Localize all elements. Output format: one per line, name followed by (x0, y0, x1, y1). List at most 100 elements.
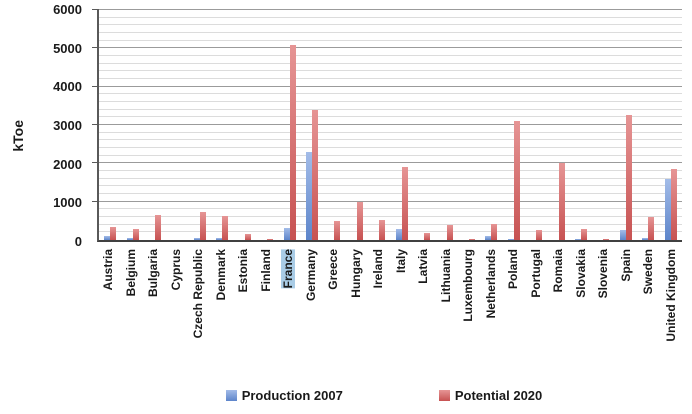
major-gridline (99, 47, 682, 49)
minor-gridline (99, 55, 682, 56)
potential-2020-bar (334, 220, 341, 240)
bar-group-ireland (368, 10, 390, 240)
major-gridline (99, 200, 682, 202)
potential-2020-bar (289, 44, 296, 240)
potential-2020-bar (110, 226, 117, 240)
y-tick-mark (92, 124, 99, 125)
x-label-cell: Spain (615, 247, 638, 371)
production-2007-bar (126, 238, 133, 240)
x-category-label: Greece (326, 249, 341, 290)
bar-group-lithuania (435, 10, 457, 240)
x-label-cell: Belgium (120, 247, 143, 371)
potential-2020-bar (491, 223, 498, 240)
production-2007-bar (216, 237, 223, 240)
bar-group-romaia (547, 10, 569, 240)
x-label-cell: Luxembourg (457, 247, 480, 371)
bar-group-czech-republic (189, 10, 211, 240)
production-2007-bar (193, 238, 200, 240)
bar-group-cyprus (166, 10, 188, 240)
x-label-cell: Romaia (547, 247, 570, 371)
x-label-cell: Cyprus (165, 247, 188, 371)
x-category-label: Slovenia (596, 249, 611, 299)
potential-2020-bar (379, 220, 386, 240)
bar-group-italy (390, 10, 412, 240)
x-label-cell: Italy (390, 247, 413, 371)
x-label-cell: Netherlands (480, 247, 503, 371)
minor-gridline (99, 24, 682, 26)
x-category-label: Belgium (123, 249, 138, 297)
y-tick-label: 2000 (53, 156, 82, 172)
minor-gridline (99, 208, 682, 210)
major-gridline (99, 124, 682, 125)
x-category-label: Poland (506, 249, 521, 290)
potential-2020-bar (581, 229, 588, 240)
minor-gridline (99, 78, 682, 79)
bar-group-spain (615, 10, 637, 240)
production-2007-bar (664, 178, 671, 240)
x-label-cell: Sweden (637, 247, 660, 371)
x-label-cell: Greece (322, 247, 345, 371)
minor-gridline (99, 139, 682, 141)
minor-gridline (99, 223, 682, 225)
x-category-label: United Kingdom (663, 249, 678, 342)
potential-2020-bar (199, 212, 206, 240)
potential-2020-bar (401, 167, 408, 240)
bar-group-finland (256, 10, 278, 240)
x-category-label: Cyprus (168, 249, 183, 291)
x-category-label: Hungary (348, 249, 363, 298)
minor-gridline (99, 216, 682, 217)
potential-2020-bar (446, 225, 453, 240)
x-category-label: Bulgaria (146, 249, 161, 298)
x-label-cell: Estonia (232, 247, 255, 371)
x-label-cell: Slovakia (570, 247, 593, 371)
bar-group-sweden (637, 10, 659, 240)
bar-group-germany (301, 10, 323, 240)
x-axis-category-labels: Austria Belgium Bulgaria Cyprus Czech Republ… (97, 247, 682, 371)
y-tick-label: 4000 (53, 79, 82, 95)
y-tick-mark (92, 47, 99, 49)
potential-2020-bar (267, 238, 274, 240)
bar-group-united-kingdom (660, 10, 682, 240)
x-category-label: Spain (618, 249, 633, 282)
y-tick-label: 3000 (53, 118, 82, 133)
bar-group-france (278, 10, 300, 240)
x-label-cell: Czech Republic (187, 247, 210, 371)
potential-2020-bar (670, 169, 677, 240)
bar-group-portugal (525, 10, 547, 240)
minor-gridline (99, 32, 682, 33)
minor-gridline (99, 39, 682, 41)
x-category-label: Portugal (528, 249, 543, 298)
legend-label: Potential 2020 (454, 388, 543, 403)
minor-gridline (99, 62, 682, 64)
x-label-cell: Finland (255, 247, 278, 371)
bar-group-netherlands (480, 10, 502, 240)
x-category-label: Lithuania (438, 249, 453, 303)
potential-2020-bar (603, 238, 610, 240)
potential-2020-bar (132, 228, 139, 240)
minor-gridline (99, 185, 682, 187)
x-label-cell: Portugal (525, 247, 548, 371)
x-label-cell: Germany (300, 247, 323, 371)
potential-2020-bar (468, 239, 475, 240)
bar-group-denmark (211, 10, 233, 240)
legend-item-potential-2020: Potential 2020 (438, 388, 543, 403)
x-label-cell: Ireland (367, 247, 390, 371)
bar-group-greece (323, 10, 345, 240)
potential-2020-bar (244, 234, 251, 240)
potential-2020-bar (625, 115, 632, 240)
bar-group-hungary (346, 10, 368, 240)
x-label-cell: Poland (502, 247, 525, 371)
minor-gridline (99, 170, 682, 171)
bar-group-slovenia (592, 10, 614, 240)
bar-group-estonia (234, 10, 256, 240)
minor-gridline (99, 108, 682, 110)
potential-2020-bar (424, 233, 431, 240)
x-category-label: Luxembourg (461, 249, 476, 322)
legend-swatch-icon (225, 390, 237, 401)
potential-2020-bar (648, 217, 655, 240)
minor-gridline (99, 131, 682, 133)
y-tick-label: 0 (74, 234, 82, 249)
x-label-cell: Denmark (210, 247, 233, 371)
minor-gridline (99, 16, 682, 18)
y-tick-mark (92, 85, 99, 87)
